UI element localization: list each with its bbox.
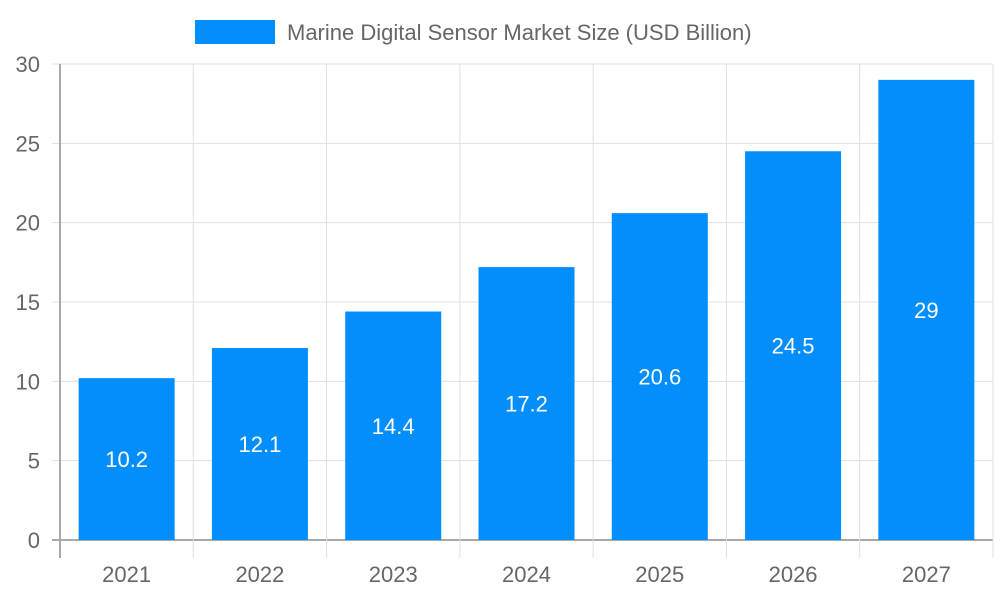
y-tick-label: 20 bbox=[16, 211, 40, 236]
bar bbox=[745, 151, 842, 540]
bar bbox=[211, 348, 308, 540]
y-tick-label: 30 bbox=[16, 52, 40, 77]
x-tick-label: 2025 bbox=[635, 562, 684, 587]
data-label: 14.4 bbox=[372, 414, 415, 439]
data-label: 29 bbox=[914, 298, 938, 323]
bar bbox=[345, 311, 442, 540]
bar bbox=[478, 267, 575, 540]
data-label: 12.1 bbox=[239, 432, 282, 457]
x-tick-label: 2024 bbox=[502, 562, 551, 587]
y-tick-label: 25 bbox=[16, 131, 40, 156]
data-label: 10.2 bbox=[105, 447, 148, 472]
x-tick-label: 2021 bbox=[102, 562, 151, 587]
y-tick-label: 0 bbox=[28, 528, 40, 553]
data-label: 24.5 bbox=[772, 334, 815, 359]
bar bbox=[878, 79, 975, 540]
x-tick-label: 2027 bbox=[902, 562, 951, 587]
legend-swatch bbox=[195, 20, 275, 44]
bar bbox=[78, 378, 175, 540]
bar bbox=[611, 213, 708, 540]
legend-label: Marine Digital Sensor Market Size (USD B… bbox=[287, 20, 752, 45]
x-tick-label: 2026 bbox=[769, 562, 818, 587]
y-tick-label: 10 bbox=[16, 369, 40, 394]
data-label: 20.6 bbox=[638, 365, 681, 390]
y-tick-label: 5 bbox=[28, 449, 40, 474]
data-label: 17.2 bbox=[505, 392, 548, 417]
y-tick-label: 15 bbox=[16, 290, 40, 315]
x-tick-label: 2023 bbox=[369, 562, 418, 587]
x-tick-label: 2022 bbox=[235, 562, 284, 587]
